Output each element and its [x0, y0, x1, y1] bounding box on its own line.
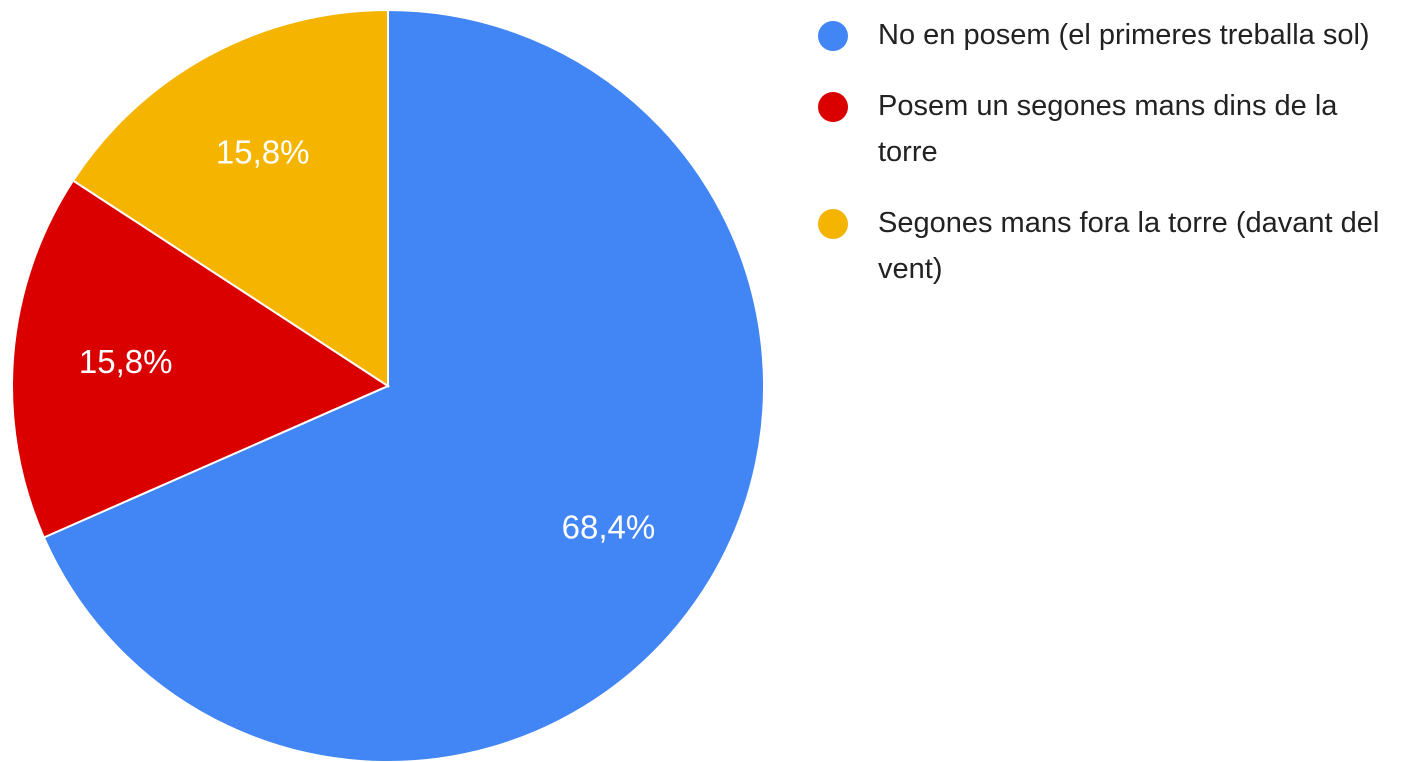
legend-item: Segones mans fora la torre (davant del v…: [815, 200, 1405, 292]
legend-swatch: [818, 92, 848, 122]
chart: 68,4% 15,8% 15,8%: [11, 8, 765, 762]
pie-slice: [11, 179, 391, 539]
legend-label: No en posem (el primeres treballa sol): [878, 19, 1370, 51]
legend-item: No en posem (el primeres treballa sol): [815, 12, 1405, 58]
legend-label: Posem un segones mans dins de la torre: [878, 90, 1338, 168]
pie-slice: [71, 8, 389, 388]
legend: No en posem (el primeres treballa sol) Po…: [815, 12, 1405, 317]
legend-swatch: [818, 209, 848, 239]
data-label: 68,4%: [562, 509, 656, 546]
legend-swatch: [818, 21, 848, 51]
data-label: 15,8%: [79, 343, 173, 380]
pie-slice: [42, 8, 765, 762]
legend-label: Segones mans fora la torre (davant del v…: [878, 207, 1380, 285]
legend-item: Posem un segones mans dins de la torre: [815, 83, 1405, 175]
data-label: 15,8%: [216, 133, 310, 170]
